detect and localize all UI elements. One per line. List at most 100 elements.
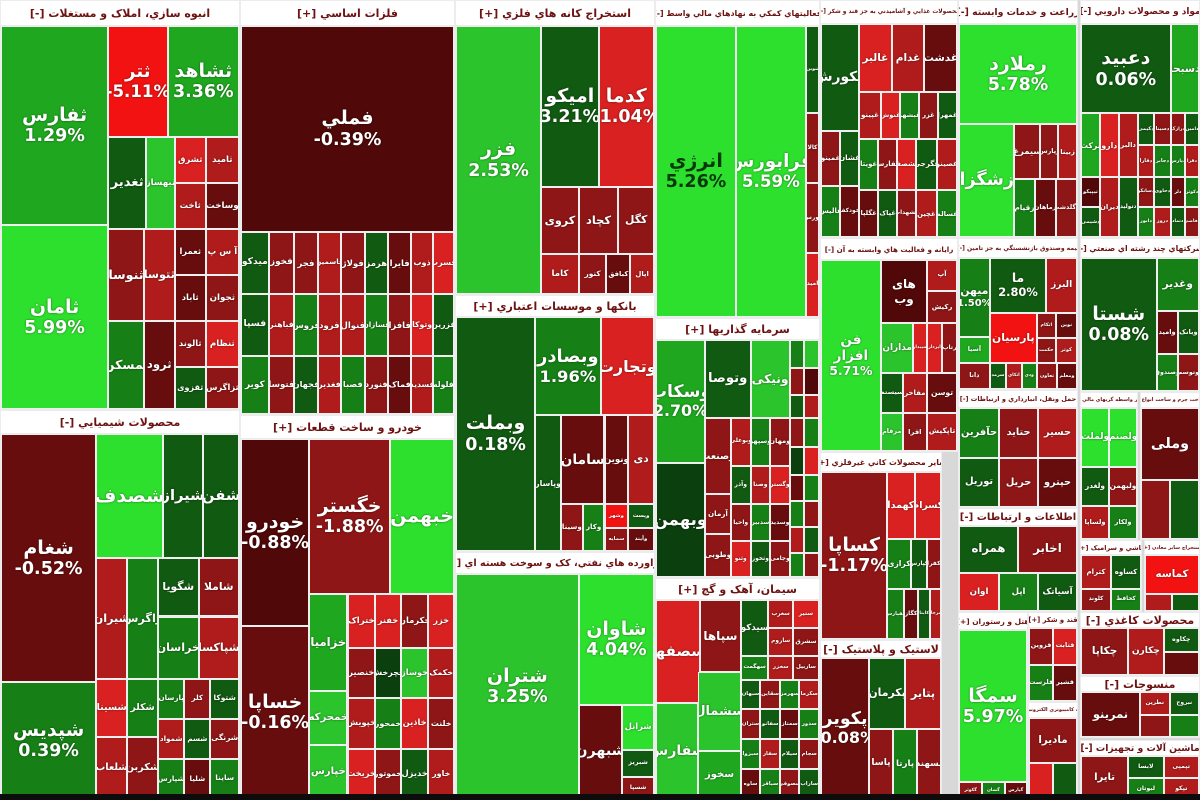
cell-ثاباد[interactable]: ثاباد [174, 274, 206, 321]
cell-خساپا[interactable]: خساپا -0.16% [241, 626, 310, 799]
cell-خاور[interactable]: خاور [428, 748, 454, 799]
cell-کهمدا[interactable]: کهمدا [887, 472, 915, 539]
cell-فن افزار[interactable]: فن افزار 5.71% [821, 260, 881, 451]
cell-خکمک[interactable]: خکمک [428, 647, 454, 699]
cell-غمهرا[interactable]: غمهرا [937, 92, 957, 140]
cell-ساربیل[interactable]: ساربیل [792, 655, 819, 680]
cell-فسپا[interactable]: فسپا [241, 293, 269, 356]
cell-وآذر[interactable]: وآذر [730, 465, 751, 504]
cell-وثخوز[interactable]: وثخوز [750, 541, 771, 577]
cell-سغرب[interactable]: سغرب [768, 600, 793, 628]
cell-شبریز[interactable]: شبریز [622, 749, 654, 777]
cell-زقیام[interactable]: زقیام [1014, 179, 1035, 237]
cell-حریل[interactable]: حریل [999, 457, 1039, 507]
cell-سصفها[interactable]: سصفها [656, 600, 700, 704]
cell-سبهان[interactable]: سبهان [740, 679, 761, 710]
cell-خراسان[interactable]: خراسان [158, 616, 199, 679]
cell-وبملت[interactable]: وبملت 0.18% [456, 317, 536, 551]
cell-ولساپا[interactable]: ولساپا [1081, 506, 1109, 539]
cell-زگلدشت[interactable]: زگلدشت [1055, 179, 1077, 237]
cell-ثزاگرس[interactable]: ثزاگرس [205, 366, 239, 409]
cell-حسیر[interactable]: حسیر [1038, 408, 1077, 458]
treemap-cell[interactable] [804, 501, 819, 528]
treemap-cell[interactable] [1163, 651, 1199, 675]
cell-ثشرق[interactable]: ثشرق [174, 137, 206, 184]
cell-پارسیان[interactable]: پارسیان [989, 313, 1037, 363]
cell-شرنگی[interactable]: شرنگی [210, 718, 239, 759]
cell-خاذین[interactable]: خاذین [400, 698, 429, 749]
cell-ثنظام[interactable]: ثنظام [205, 320, 239, 367]
cell-دالبر[interactable]: دالبر [1118, 113, 1138, 178]
cell-کگل[interactable]: کگل [618, 186, 654, 254]
sector-header-machinery[interactable]: ماشين آلات و تجهيزات [-] [1081, 741, 1199, 755]
cell-شلیا[interactable]: شلیا [184, 758, 211, 799]
cell-بورس[interactable]: بورس [805, 183, 819, 253]
sector-header-hotel[interactable]: هتل و رستوران [+] [959, 613, 1027, 629]
cell-شمواد[interactable]: شمواد [158, 718, 185, 759]
cell-ثاخت[interactable]: ثاخت [174, 183, 206, 229]
cell-دسانکو[interactable]: دسانکو [1137, 177, 1155, 208]
cell-سکرما[interactable]: سکرما [799, 679, 819, 710]
cell-میدکو[interactable]: میدکو [241, 231, 269, 294]
cell-شپدیس[interactable]: شپدیس 0.39% [1, 682, 97, 799]
cell-حکمت[interactable]: حکمت [1036, 337, 1056, 363]
cell-ثقزوی[interactable]: ثقزوی [174, 366, 206, 409]
sector-header-ict[interactable]: اطلاعات و ارتباطات [-] [959, 509, 1077, 525]
cell-زشگزا[interactable]: زشگزا [959, 124, 1015, 237]
cell-دسبحا[interactable]: دسبحا [1170, 24, 1199, 114]
cell-کسرام[interactable]: کسرام [914, 472, 941, 539]
treemap-cell[interactable] [789, 340, 805, 369]
cell-سدبیر[interactable]: سدبیر [750, 503, 771, 542]
cell-سیمرغ[interactable]: سیمرغ [1014, 124, 1041, 180]
treemap-cell[interactable] [789, 553, 805, 577]
cell-واحیا[interactable]: واحیا [730, 503, 751, 542]
cell-فرود[interactable]: فرود [317, 293, 342, 356]
cell-خودرو[interactable]: خودرو -0.88% [241, 439, 310, 627]
cell-چکارن[interactable]: چکارن [1128, 628, 1164, 675]
cell-فسرب[interactable]: فسرب [432, 231, 454, 294]
cell-ثنوسا[interactable]: ثنوسا [108, 228, 144, 321]
cell-آسیاتک[interactable]: آسیاتک [1038, 572, 1077, 611]
cell-وامید[interactable]: وامید [1156, 311, 1178, 354]
sector-header-paper[interactable]: محصولات کاغذي [-] [1081, 613, 1199, 627]
cell-وغدیر[interactable]: وغدیر [1156, 258, 1199, 312]
sector-header-petroleum[interactable]: فراورده هاي نفتي، کک و سوخت هسته اي [+] [456, 553, 654, 573]
cell-فغدیر[interactable]: فغدیر [317, 355, 342, 414]
cell-کگاز[interactable]: کگاز [903, 588, 919, 639]
cell-قثابت[interactable]: قثابت [1053, 628, 1077, 665]
cell-دانا[interactable]: دانا [959, 362, 990, 389]
cell-اتکام[interactable]: اتکام [1036, 313, 1056, 338]
cell-تاپکیش[interactable]: تاپکیش [927, 412, 957, 451]
cell-حتاید[interactable]: حتاید [999, 408, 1039, 458]
cell-سرمد[interactable]: سرمد [989, 362, 1007, 389]
cell-فملي[interactable]: فملي -0.39% [241, 26, 454, 232]
cell-خچرخش[interactable]: خچرخش [375, 647, 401, 699]
cell-اخابر[interactable]: اخابر [1018, 526, 1077, 573]
cell-سشمال[interactable]: سشمال [698, 671, 741, 752]
cell-افرا[interactable]: افرا [902, 412, 928, 451]
cell-ختراک[interactable]: ختراک [347, 593, 376, 648]
treemap-cell[interactable] [804, 340, 819, 369]
cell-وبهمن[interactable]: وبهمن [656, 463, 705, 577]
cell-خموتور[interactable]: خموتور [375, 748, 401, 799]
cell-کرازی[interactable]: کرازی [887, 538, 911, 589]
cell-شستا[interactable]: شستا 0.08% [1081, 258, 1157, 391]
cell-غکورش[interactable]: غکورش [821, 24, 860, 131]
cell-خپویش[interactable]: خپویش [347, 698, 376, 749]
cell-ما[interactable]: ما 2.80% [989, 258, 1047, 314]
cell-ثبهساز[interactable]: ثبهساز [146, 137, 175, 229]
cell-حآفرین[interactable]: حآفرین [959, 408, 1000, 458]
sector-header-metal-mining[interactable]: استخراج کانه هاي فلزي [+] [456, 1, 654, 25]
cell-فافزا[interactable]: فافزا [387, 293, 412, 356]
sector-header-auto[interactable]: خودرو و ساخت قطعات [+] [241, 416, 454, 438]
cell-دفرا[interactable]: دفرا [1184, 145, 1199, 178]
cell-سمایه[interactable]: سمایه [604, 527, 629, 551]
cell-فنورد[interactable]: فنورد [364, 355, 388, 414]
cell-وآیند[interactable]: وآیند [628, 527, 654, 551]
cell-وشهر[interactable]: وشهر [604, 504, 629, 528]
cell-سهگمت[interactable]: سهگمت [740, 655, 769, 680]
cell-تعاون[interactable]: تعاون [1036, 362, 1057, 389]
cell-نمرینو[interactable]: نمرینو [1081, 692, 1140, 737]
cell-اپل[interactable]: اپل [999, 572, 1039, 611]
cell-کمرجان[interactable]: کمرجان [930, 588, 941, 639]
